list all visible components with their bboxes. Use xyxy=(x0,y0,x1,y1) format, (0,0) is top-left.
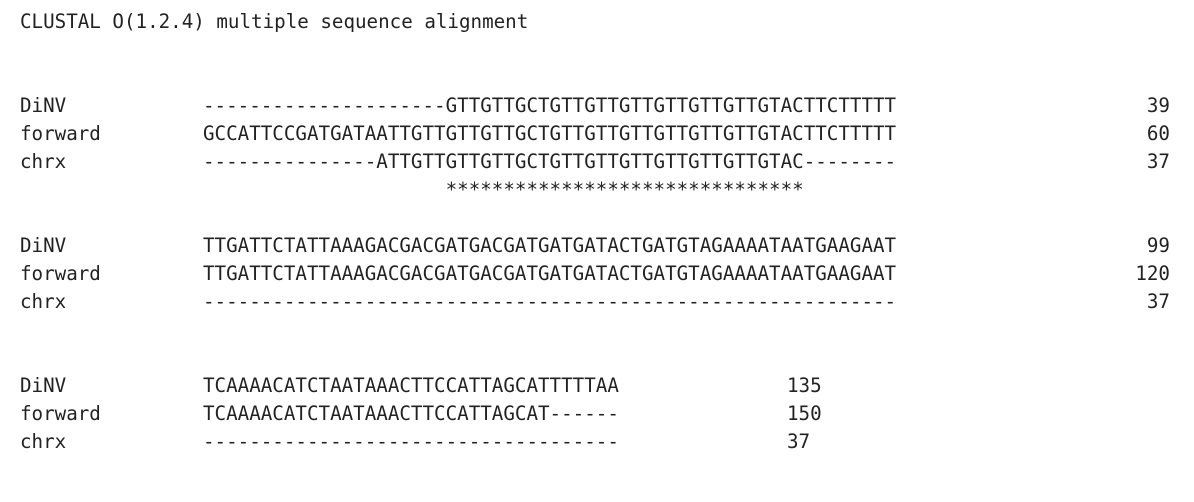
sequence-name: forward xyxy=(20,122,101,145)
sequence-residues: ---------------ATTGTTGTTGTTGCTGTTGTTGTTG… xyxy=(203,150,897,173)
residue-count: 37 xyxy=(1146,150,1170,173)
sequence-name: chrx xyxy=(20,290,67,313)
residue-count: 39 xyxy=(1146,94,1170,117)
alignment-title: CLUSTAL O(1.2.4) multiple sequence align… xyxy=(20,10,529,33)
residue-count: 120 xyxy=(1135,262,1170,285)
sequence-name: chrx xyxy=(20,430,67,453)
sequence-name: DiNV xyxy=(20,234,67,257)
sequence-residues: ---------------------GTTGTTGCTGTTGTTGTTG… xyxy=(203,94,897,117)
sequence-name: forward xyxy=(20,262,101,285)
sequence-residues: TCAAAACATCTAATAAACTTCCATTAGCAT------ xyxy=(203,402,619,425)
sequence-residues: TTGATTCTATTAAAGACGACGATGACGATGATGATACTGA… xyxy=(203,234,897,257)
sequence-name: DiNV xyxy=(20,94,67,117)
sequence-row-chrx: chrx ---------------ATTGTTGTTGTTGCTGTTGT… xyxy=(0,148,1194,176)
residue-count: 150 xyxy=(787,402,822,425)
sequence-residues: GCCATTCCGATGATAATTGTTGTTGTTGCTGTTGTTGTTG… xyxy=(203,122,897,145)
sequence-row-dinv: DiNV TCAAAACATCTAATAAACTTCCATTAGCATTTTTA… xyxy=(0,372,1194,400)
sequence-residues: ------------------------------------ xyxy=(203,430,619,453)
sequence-residues: ----------------------------------------… xyxy=(203,290,897,313)
residue-count: 99 xyxy=(1146,234,1170,257)
sequence-name: forward xyxy=(20,402,101,425)
residue-count: 37 xyxy=(1146,290,1170,313)
sequence-name: chrx xyxy=(20,150,67,173)
sequence-row-dinv: DiNV ---------------------GTTGTTGCTGTTGT… xyxy=(0,92,1194,120)
residue-count: 60 xyxy=(1146,122,1170,145)
sequence-residues: TTGATTCTATTAAAGACGACGATGACGATGATGATACTGA… xyxy=(203,262,897,285)
sequence-row-forward: forward TCAAAACATCTAATAAACTTCCATTAGCAT--… xyxy=(0,400,1194,428)
conservation-line: ******************************* xyxy=(203,178,804,201)
sequence-row-dinv: DiNV TTGATTCTATTAAAGACGACGATGACGATGATGAT… xyxy=(0,232,1194,260)
sequence-residues: TCAAAACATCTAATAAACTTCCATTAGCATTTTTAA xyxy=(203,374,619,397)
residue-count: 37 xyxy=(787,430,811,453)
sequence-row-chrx: chrx -----------------------------------… xyxy=(0,288,1194,316)
sequence-row-chrx: chrx -----------------------------------… xyxy=(0,428,1194,456)
sequence-name: DiNV xyxy=(20,374,67,397)
sequence-row-forward: forward GCCATTCCGATGATAATTGTTGTTGTTGCTGT… xyxy=(0,120,1194,148)
residue-count: 135 xyxy=(787,374,822,397)
sequence-row-forward: forward TTGATTCTATTAAAGACGACGATGACGATGAT… xyxy=(0,260,1194,288)
